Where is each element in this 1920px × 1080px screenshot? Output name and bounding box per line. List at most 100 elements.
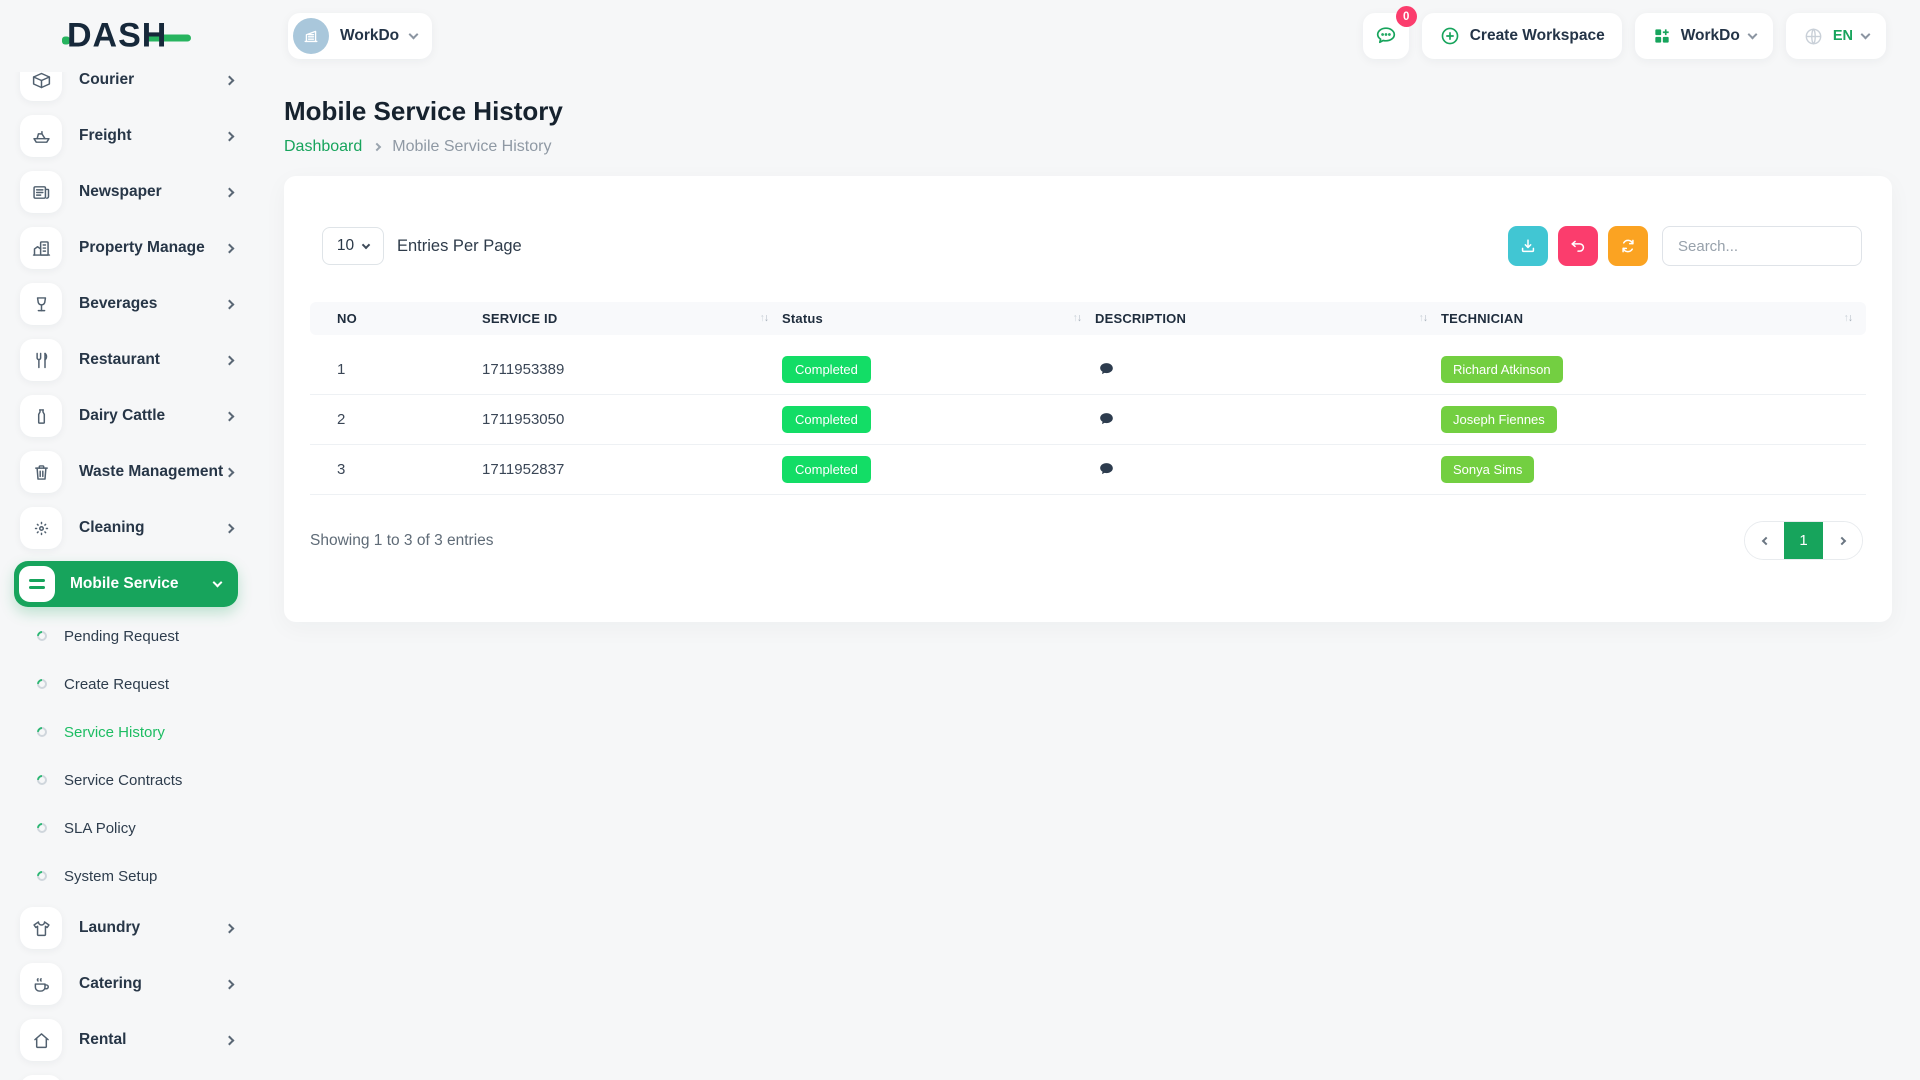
bullet-icon [34, 628, 50, 644]
grid-plus-icon [1655, 29, 1669, 43]
sidebar-subitem-label: System Setup [64, 867, 158, 885]
sidebar-subitem-service-history[interactable]: Service History [0, 708, 257, 756]
comment-icon[interactable] [1097, 410, 1116, 429]
sidebar-subitem-service-contracts[interactable]: Service Contracts [0, 756, 257, 804]
clipped-icon [20, 1075, 62, 1080]
status-badge: Completed [782, 456, 871, 483]
bullet-icon [34, 676, 50, 692]
chevron-down-icon [361, 240, 371, 249]
refresh-button[interactable] [1608, 226, 1648, 266]
sidebar-item-dairy-cattle[interactable]: Dairy Cattle [0, 388, 257, 444]
sidebar-item-cleaning[interactable]: Cleaning [0, 500, 257, 556]
chevron-right-icon [224, 979, 235, 989]
chevron-right-icon [224, 243, 235, 253]
sidebar-subitem-label: Service History [64, 723, 165, 741]
sidebar-item-label: Catering [79, 975, 142, 992]
undo-icon [1571, 240, 1585, 252]
page-title: Mobile Service History [284, 96, 563, 126]
sidebar-item-label: Dairy Cattle [79, 407, 166, 424]
sidebar-item-freight[interactable]: Freight [0, 108, 257, 164]
sidebar-item-mobile-service[interactable]: Mobile Service [14, 561, 238, 607]
cutlery-icon [20, 339, 62, 381]
sidebar-item-property-manage[interactable]: Property Manage [0, 220, 257, 276]
sidebar-item-waste-management[interactable]: Waste Management [0, 444, 257, 500]
sidebar-item-catering[interactable]: Catering [0, 956, 257, 1012]
cell-no: 2 [337, 411, 346, 428]
cell-status: Completed [782, 456, 1095, 483]
cell-service-id: 1711952837 [482, 461, 565, 478]
logo[interactable]: DASH [62, 16, 192, 56]
cell-no: 1 [337, 361, 346, 378]
cell-description[interactable] [1095, 410, 1441, 429]
workspace-selector[interactable]: WorkDo [288, 13, 433, 59]
coffee-cup-icon [20, 963, 62, 1005]
sidebar-item-label: Cleaning [79, 519, 145, 536]
sort-icon[interactable]: ↑ ↓ [1843, 312, 1854, 325]
table-row: 2 1711953050 Completed Joseph Fiennes [310, 395, 1866, 445]
sort-icon[interactable]: ↑ ↓ [1418, 312, 1429, 325]
logo-text: DASH [67, 16, 168, 55]
menu-bars-icon [19, 566, 55, 602]
cell-description[interactable] [1095, 360, 1441, 379]
newspaper-icon [20, 171, 62, 213]
undo-button[interactable] [1558, 226, 1598, 266]
sidebar-subitem-system-setup[interactable]: System Setup [0, 852, 257, 900]
sidebar-item-restaurant[interactable]: Restaurant [0, 332, 257, 388]
technician-badge: Sonya Sims [1441, 456, 1535, 483]
chevron-right-icon [1837, 536, 1846, 545]
sidebar-subitem-create-request[interactable]: Create Request [0, 660, 257, 708]
header-status: Status ↑ ↓ [782, 311, 1083, 326]
sidebar-subitem-label: Service Contracts [64, 771, 183, 789]
chevron-right-icon [224, 411, 235, 421]
sparkle-icon [20, 507, 62, 549]
sidebar-item-laundry[interactable]: Laundry [0, 900, 257, 956]
cell-description[interactable] [1095, 460, 1441, 479]
chevron-right-icon [224, 299, 235, 309]
comment-icon[interactable] [1097, 360, 1116, 379]
cell-status: Completed [782, 406, 1095, 433]
entries-per-page-select[interactable]: 10 [322, 227, 384, 265]
sidebar-item-beverages[interactable]: Beverages [0, 276, 257, 332]
sort-icon[interactable]: ↑ ↓ [759, 312, 770, 325]
chevron-right-icon [224, 131, 235, 141]
language-code: EN [1832, 28, 1853, 44]
pagination: 1 [1744, 521, 1863, 560]
create-workspace-button[interactable]: Create Workspace [1421, 13, 1622, 59]
cell-service-id: 1711953389 [482, 361, 565, 378]
next-page-button[interactable] [1823, 522, 1862, 559]
search-input[interactable] [1662, 226, 1862, 266]
breadcrumb-dashboard-link[interactable]: Dashboard [284, 138, 363, 155]
breadcrumb-current: Mobile Service History [392, 138, 552, 155]
entries-summary: Showing 1 to 3 of 3 entries [310, 531, 494, 549]
header-technician: TECHNICIAN ↑ ↓ [1441, 311, 1854, 326]
trash-icon [20, 451, 62, 493]
sort-icon[interactable]: ↑ ↓ [1072, 312, 1083, 325]
messages-badge: 0 [1395, 6, 1417, 27]
sidebar-item-newspaper[interactable]: Newspaper [0, 164, 257, 220]
sidebar-subitem-label: Create Request [64, 675, 170, 693]
cell-technician: Joseph Fiennes [1441, 406, 1866, 433]
sidebar-item-rental[interactable]: Rental [0, 1012, 257, 1068]
previous-page-button[interactable] [1745, 522, 1784, 559]
workdo-menu-button[interactable]: WorkDo [1634, 13, 1773, 59]
wine-glass-icon [20, 283, 62, 325]
sidebar-subitem-sla-policy[interactable]: SLA Policy [0, 804, 257, 852]
technician-badge: Richard Atkinson [1441, 356, 1563, 383]
language-selector[interactable]: EN [1785, 13, 1886, 59]
status-badge: Completed [782, 356, 871, 383]
comment-icon[interactable] [1097, 460, 1116, 479]
sidebar-item-label: Mobile Service [70, 575, 179, 592]
cell-no: 3 [337, 461, 346, 478]
export-button[interactable] [1508, 226, 1548, 266]
sidebar-item-courier[interactable]: Courier [0, 72, 257, 108]
current-page[interactable]: 1 [1784, 522, 1823, 559]
sidebar-subitem-pending-request[interactable]: Pending Request [0, 612, 257, 660]
home-icon [20, 1019, 62, 1061]
chevron-down-icon [1747, 29, 1758, 39]
logo-bar-accent [145, 34, 192, 42]
download-icon [1521, 239, 1535, 253]
sidebar-item-partial[interactable] [0, 1068, 257, 1080]
topbar: DASH WorkDo 0 Create Workspace [0, 0, 1920, 72]
messages-button[interactable]: 0 [1362, 6, 1417, 59]
chevron-right-icon [224, 523, 235, 533]
